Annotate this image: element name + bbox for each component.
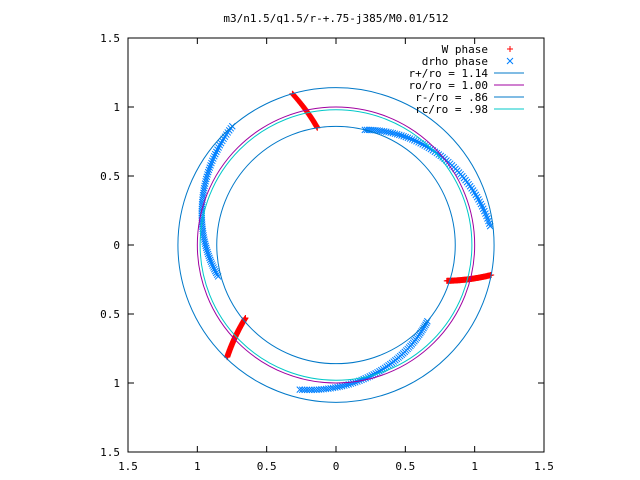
point-drho-phase xyxy=(395,131,403,139)
point-drho-phase xyxy=(410,137,418,144)
point-drho-phase xyxy=(201,240,209,248)
y-tick-label: 0.5 xyxy=(100,308,120,321)
point-drho-phase xyxy=(391,130,399,138)
point-drho-phase xyxy=(207,161,214,169)
point-drho-phase xyxy=(406,135,414,142)
point-drho-phase xyxy=(210,264,217,271)
circle-rc-ro-98 xyxy=(199,109,473,381)
point-drho-phase xyxy=(349,379,357,387)
point-drho-phase xyxy=(413,137,420,145)
point-drho-phase xyxy=(211,150,219,158)
legend-label: W phase xyxy=(442,43,488,56)
point-drho-phase xyxy=(208,260,216,268)
y-tick-label: 1.5 xyxy=(100,32,120,45)
y-tick-label: 1 xyxy=(113,101,120,114)
point-drho-phase xyxy=(204,250,212,258)
point-drho-phase xyxy=(393,130,401,138)
legend-marker-w-phase xyxy=(507,46,513,52)
y-tick-label: 0 xyxy=(113,239,120,252)
point-drho-phase xyxy=(423,143,431,151)
y-tick-label: 0.5 xyxy=(100,170,120,183)
x-tick-label: 0 xyxy=(333,460,340,473)
legend-label: drho phase xyxy=(422,55,488,68)
circle-r-ro-86 xyxy=(216,125,456,365)
point-drho-phase xyxy=(298,386,306,394)
point-drho-phase xyxy=(306,386,313,394)
y-tick-label: 1.5 xyxy=(100,446,120,459)
x-tick-label: 0.5 xyxy=(395,460,415,473)
point-drho-phase xyxy=(402,133,410,141)
point-drho-phase xyxy=(203,246,211,254)
point-drho-phase xyxy=(208,157,216,165)
point-drho-phase xyxy=(296,386,304,393)
x-tick-label: 1 xyxy=(194,460,201,473)
point-drho-phase xyxy=(210,265,218,273)
point-drho-phase xyxy=(425,144,433,152)
point-drho-phase xyxy=(207,258,215,266)
point-drho-phase xyxy=(404,134,412,142)
point-drho-phase xyxy=(202,242,210,250)
point-drho-phase xyxy=(210,152,218,160)
x-tick-label: 1.5 xyxy=(534,460,554,473)
point-drho-phase xyxy=(389,129,397,137)
point-drho-phase xyxy=(209,262,216,269)
point-drho-phase xyxy=(308,386,316,394)
point-drho-phase xyxy=(408,136,416,143)
point-drho-phase xyxy=(205,252,213,260)
chart-title: m3/n1.5/q1.5/r-+.75-j385/M0.01/512 xyxy=(223,12,448,25)
point-drho-phase xyxy=(398,132,405,139)
x-tick-label: 1 xyxy=(471,460,478,473)
point-drho-phase xyxy=(204,248,211,256)
point-drho-phase xyxy=(370,371,378,378)
point-drho-phase xyxy=(421,142,429,149)
point-drho-phase xyxy=(202,244,210,252)
point-drho-phase xyxy=(206,256,214,264)
point-drho-phase xyxy=(212,269,220,277)
point-drho-phase xyxy=(415,138,422,146)
point-drho-phase xyxy=(206,164,214,171)
point-drho-phase xyxy=(206,254,213,262)
point-w-phase xyxy=(443,277,450,284)
point-drho-phase xyxy=(213,271,221,279)
legend-label: r-/ro = .86 xyxy=(415,91,488,104)
y-tick-label: 1 xyxy=(113,377,120,390)
point-drho-phase xyxy=(205,166,213,174)
point-w-phase xyxy=(242,314,249,321)
point-drho-phase xyxy=(208,159,215,167)
point-drho-phase xyxy=(203,173,211,181)
plot-area: 1.5 1 0.5 0 0.5 1 1.51.510.500.511.5 xyxy=(100,32,554,473)
point-drho-phase xyxy=(211,267,219,275)
legend-label: rc/ro = .98 xyxy=(415,103,488,116)
point-drho-phase xyxy=(422,321,429,329)
point-drho-phase xyxy=(427,145,435,153)
x-tick-label: 1.5 xyxy=(118,460,138,473)
legend-label: ro/ro = 1.00 xyxy=(409,79,488,92)
legend-label: r+/ro = 1.14 xyxy=(409,67,489,80)
point-drho-phase xyxy=(204,168,212,176)
point-drho-phase xyxy=(204,171,211,178)
legend-marker-drho-phase xyxy=(506,57,514,65)
circle-ro-ro-1-00 xyxy=(196,106,476,384)
point-drho-phase xyxy=(209,155,217,162)
circle-r-ro-1-14 xyxy=(177,87,495,403)
point-drho-phase xyxy=(376,367,383,375)
point-drho-phase xyxy=(351,378,359,386)
point-drho-phase xyxy=(400,132,407,140)
x-tick-label: 0.5 xyxy=(257,460,277,473)
point-drho-phase xyxy=(486,222,494,230)
